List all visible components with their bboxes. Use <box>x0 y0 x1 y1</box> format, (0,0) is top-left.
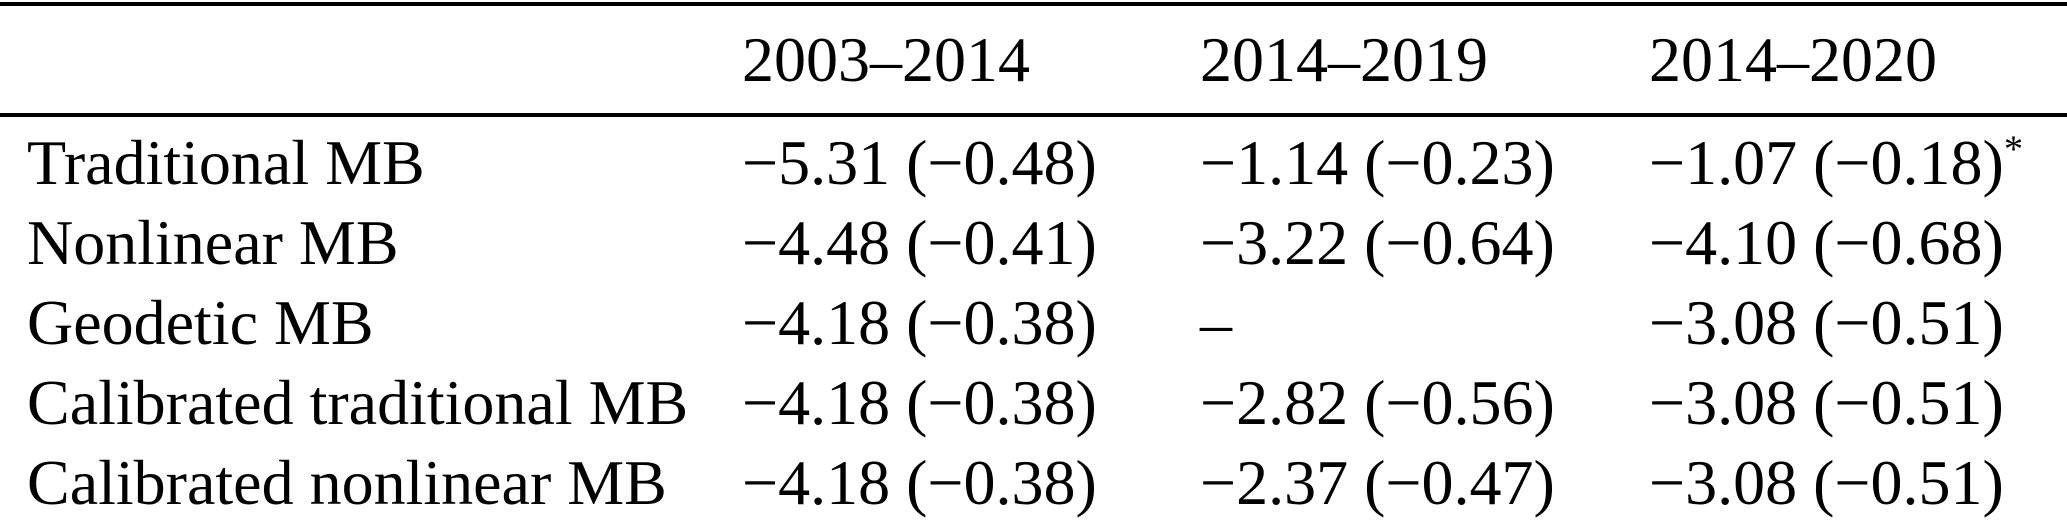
table-row-nonlinear-mb: Nonlinear MB −4.48 (−0.41) −3.22 (−0.64)… <box>0 203 2067 283</box>
cell-value: −2.82 (−0.56) <box>1200 367 1555 438</box>
table-row-calibrated-traditional-mb: Calibrated traditional MB −4.18 (−0.38) … <box>0 363 2067 443</box>
cell-value: −4.18 (−0.38) <box>742 287 1097 358</box>
cell-value: −4.18 (−0.38) <box>742 367 1097 438</box>
row-label: Calibrated traditional MB <box>27 367 689 438</box>
table-cell: −4.18 (−0.38) <box>742 363 1200 443</box>
row-label: Geodetic MB <box>27 287 374 358</box>
table-cell: −1.07 (−0.18)* <box>1649 115 2067 203</box>
cell-value: −1.07 (−0.18) <box>1649 127 2004 198</box>
table-cell: −4.48 (−0.41) <box>742 203 1200 283</box>
asterisk-superscript: * <box>2003 128 2024 171</box>
table-cell: −4.10 (−0.68) <box>1649 203 2067 283</box>
cell-value: −4.48 (−0.41) <box>742 207 1097 278</box>
table-cell: −2.37 (−0.47) <box>1200 443 1649 531</box>
table-cell: −3.08 (−0.51) <box>1649 283 2067 363</box>
table-cell: −5.31 (−0.48) <box>742 115 1200 203</box>
cell-value: −4.18 (−0.38) <box>742 447 1097 518</box>
cell-value: – <box>1200 287 1232 358</box>
table-cell: −1.14 (−0.23) <box>1200 115 1649 203</box>
cell-value: −3.08 (−0.51) <box>1649 447 2004 518</box>
column-header-2014-2019: 2014–2019 <box>1200 4 1649 117</box>
table-row-traditional-mb: Traditional MB −5.31 (−0.48) −1.14 (−0.2… <box>0 115 2067 203</box>
cell-value: −4.10 (−0.68) <box>1649 207 2004 278</box>
cell-value: −3.08 (−0.51) <box>1649 367 2004 438</box>
row-label: Calibrated nonlinear MB <box>27 447 667 518</box>
cell-value: −3.22 (−0.64) <box>1200 207 1555 278</box>
cell-value: −5.31 (−0.48) <box>742 127 1097 198</box>
table-cell: −3.22 (−0.64) <box>1200 203 1649 283</box>
row-label: Nonlinear MB <box>27 207 399 278</box>
table-cell: −3.08 (−0.51) <box>1649 363 2067 443</box>
row-label: Traditional MB <box>27 127 425 198</box>
cell-value: −1.14 (−0.23) <box>1200 127 1555 198</box>
table-cell: −2.82 (−0.56) <box>1200 363 1649 443</box>
column-header-2014-2020: 2014–2020 <box>1649 4 2067 117</box>
column-header-2003-2014: 2003–2014 <box>742 4 1200 117</box>
table-cell: – <box>1200 283 1649 363</box>
column-header-empty <box>0 4 742 117</box>
table-row-geodetic-mb: Geodetic MB −4.18 (−0.38) – −3.08 (−0.51… <box>0 283 2067 363</box>
header-row: 2003–2014 2014–2019 2014–2020 <box>0 4 2067 117</box>
cell-value: −3.08 (−0.51) <box>1649 287 2004 358</box>
cell-value: −2.37 (−0.47) <box>1200 447 1555 518</box>
table-cell: −3.08 (−0.51) <box>1649 443 2067 531</box>
table-cell: −4.18 (−0.38) <box>742 283 1200 363</box>
table-row-calibrated-nonlinear-mb: Calibrated nonlinear MB −4.18 (−0.38) −2… <box>0 443 2067 531</box>
table-cell: −4.18 (−0.38) <box>742 443 1200 531</box>
